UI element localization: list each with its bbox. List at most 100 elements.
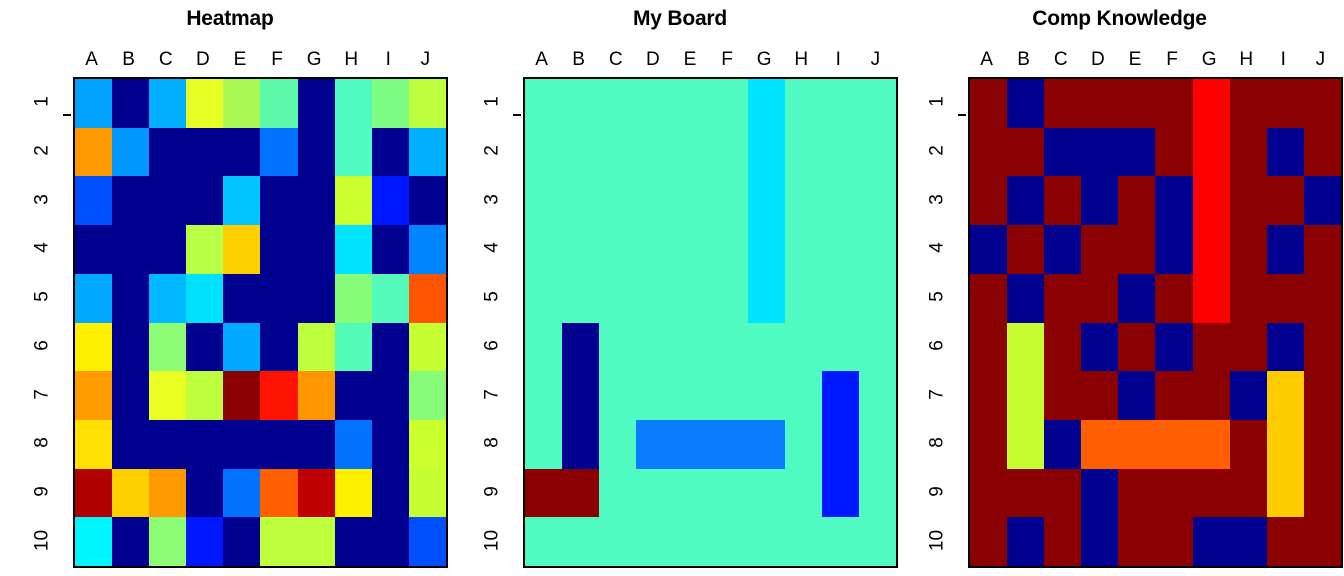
heatmap-cell[interactable] xyxy=(858,419,896,469)
heatmap-cell[interactable] xyxy=(112,79,150,128)
heatmap-cell[interactable] xyxy=(747,79,785,128)
heatmap-cell[interactable] xyxy=(149,225,187,274)
heatmap-cell[interactable] xyxy=(858,176,896,226)
heatmap-cell[interactable] xyxy=(1192,322,1230,372)
heatmap-cell[interactable] xyxy=(1081,468,1119,518)
heatmap-cell[interactable] xyxy=(562,468,600,518)
heatmap-cell[interactable] xyxy=(75,468,113,518)
heatmap-cell[interactable] xyxy=(1044,79,1082,128)
heatmap-cell[interactable] xyxy=(334,127,372,177)
heatmap-cell[interactable] xyxy=(525,468,563,518)
heatmap-cell[interactable] xyxy=(784,517,822,566)
heatmap-cell[interactable] xyxy=(1081,322,1119,372)
heatmap-cell[interactable] xyxy=(186,273,224,323)
heatmap-cell[interactable] xyxy=(371,322,409,372)
heatmap-cell[interactable] xyxy=(1081,419,1119,469)
heatmap-cell[interactable] xyxy=(112,322,150,372)
heatmap-cell[interactable] xyxy=(75,273,113,323)
heatmap-cell[interactable] xyxy=(673,322,711,372)
heatmap-cell[interactable] xyxy=(1266,79,1304,128)
heatmap-cell[interactable] xyxy=(599,419,637,469)
heatmap-cell[interactable] xyxy=(186,468,224,518)
heatmap-cell[interactable] xyxy=(112,371,150,420)
heatmap-cell[interactable] xyxy=(297,176,335,226)
heatmap-cell[interactable] xyxy=(599,225,637,274)
heatmap-cell[interactable] xyxy=(821,371,859,420)
heatmap-cell[interactable] xyxy=(149,127,187,177)
heatmap-cell[interactable] xyxy=(334,371,372,420)
heatmap-cell[interactable] xyxy=(112,468,150,518)
heatmap-cell[interactable] xyxy=(1118,517,1156,566)
heatmap-cell[interactable] xyxy=(1266,176,1304,226)
heatmap-cell[interactable] xyxy=(1007,79,1045,128)
heatmap-cell[interactable] xyxy=(1266,322,1304,372)
heatmap-cell[interactable] xyxy=(334,468,372,518)
heatmap-cell[interactable] xyxy=(1266,371,1304,420)
heatmap-cell[interactable] xyxy=(408,273,446,323)
heatmap-cell[interactable] xyxy=(223,176,261,226)
heatmap-cell[interactable] xyxy=(710,176,748,226)
heatmap-cell[interactable] xyxy=(260,225,298,274)
heatmap-cell[interactable] xyxy=(186,322,224,372)
heatmap-cell[interactable] xyxy=(1007,371,1045,420)
heatmap-cell[interactable] xyxy=(1081,273,1119,323)
heatmap-cell[interactable] xyxy=(297,273,335,323)
heatmap-cell[interactable] xyxy=(636,517,674,566)
heatmap-cell[interactable] xyxy=(223,468,261,518)
heatmap-cell[interactable] xyxy=(673,419,711,469)
heatmap-cell[interactable] xyxy=(747,273,785,323)
heatmap-cell[interactable] xyxy=(821,419,859,469)
heatmap-cell[interactable] xyxy=(260,322,298,372)
heatmap-cell[interactable] xyxy=(784,273,822,323)
heatmap-cell[interactable] xyxy=(858,273,896,323)
heatmap-cell[interactable] xyxy=(858,79,896,128)
heatmap-cell[interactable] xyxy=(970,127,1008,177)
heatmap-cell[interactable] xyxy=(223,273,261,323)
heatmap-cell[interactable] xyxy=(636,127,674,177)
heatmap-cell[interactable] xyxy=(710,468,748,518)
heatmap-cell[interactable] xyxy=(1118,322,1156,372)
heatmap-cell[interactable] xyxy=(371,127,409,177)
heatmap-cell[interactable] xyxy=(149,371,187,420)
heatmap-cell[interactable] xyxy=(747,127,785,177)
heatmap-cell[interactable] xyxy=(525,79,563,128)
heatmap-cell[interactable] xyxy=(1044,322,1082,372)
heatmap-cell[interactable] xyxy=(673,79,711,128)
heatmap-cell[interactable] xyxy=(75,79,113,128)
heatmap-cell[interactable] xyxy=(1192,225,1230,274)
heatmap-cell[interactable] xyxy=(858,517,896,566)
heatmap-cell[interactable] xyxy=(1081,176,1119,226)
heatmap-cell[interactable] xyxy=(186,517,224,566)
heatmap-cell[interactable] xyxy=(562,371,600,420)
heatmap-cell[interactable] xyxy=(297,79,335,128)
heatmap-cell[interactable] xyxy=(1118,225,1156,274)
heatmap-cell[interactable] xyxy=(1229,468,1267,518)
heatmap-cell[interactable] xyxy=(223,371,261,420)
heatmap-cell[interactable] xyxy=(821,468,859,518)
heatmap-cell[interactable] xyxy=(525,176,563,226)
heatmap-cell[interactable] xyxy=(673,468,711,518)
heatmap-cell[interactable] xyxy=(1229,517,1267,566)
heatmap-cell[interactable] xyxy=(75,127,113,177)
heatmap-cell[interactable] xyxy=(1044,273,1082,323)
heatmap-cell[interactable] xyxy=(562,517,600,566)
heatmap-cell[interactable] xyxy=(525,517,563,566)
heatmap-cell[interactable] xyxy=(186,176,224,226)
heatmap-cell[interactable] xyxy=(747,322,785,372)
heatmap-cell[interactable] xyxy=(371,371,409,420)
heatmap-cell[interactable] xyxy=(1303,176,1341,226)
heatmap-cell[interactable] xyxy=(186,419,224,469)
heatmap-cell[interactable] xyxy=(1155,371,1193,420)
heatmap-cell[interactable] xyxy=(408,419,446,469)
heatmap-cell[interactable] xyxy=(297,371,335,420)
heatmap-cell[interactable] xyxy=(636,273,674,323)
heatmap-cell[interactable] xyxy=(784,225,822,274)
heatmap-cell[interactable] xyxy=(112,176,150,226)
heatmap-cell[interactable] xyxy=(371,225,409,274)
heatmap-cell[interactable] xyxy=(710,419,748,469)
heatmap-cell[interactable] xyxy=(525,225,563,274)
heatmap-cell[interactable] xyxy=(784,176,822,226)
heatmap-cell[interactable] xyxy=(149,176,187,226)
heatmap-cell[interactable] xyxy=(747,419,785,469)
heatmap-cell[interactable] xyxy=(747,225,785,274)
